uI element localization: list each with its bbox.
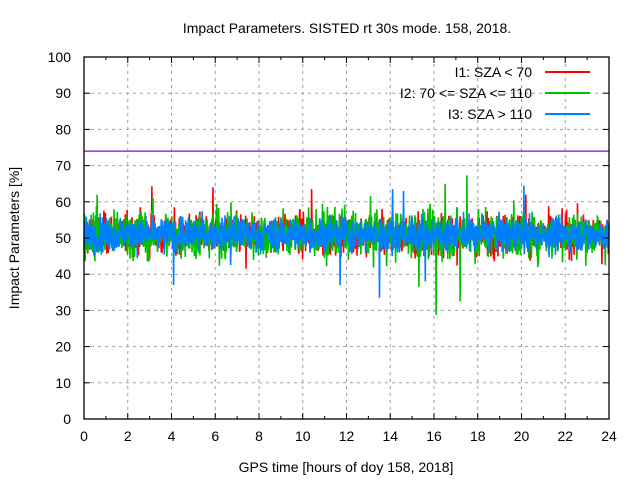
x-axis-label: GPS time [hours of doy 158, 2018] — [239, 459, 454, 475]
y-tick-label: 30 — [55, 302, 71, 318]
legend: I1: SZA < 70 I2: 70 <= SZA <= 110 I3: SZA … — [400, 64, 590, 122]
grid-lines — [84, 57, 609, 419]
x-tick-labels: 0 2 4 6 8 10 12 14 16 18 20 22 24 — [80, 428, 617, 444]
chart-title: Impact Parameters. SISTED rt 30s mode. 1… — [183, 20, 511, 36]
y-tick-label: 50 — [55, 230, 71, 246]
x-tick-label: 8 — [255, 428, 263, 444]
x-tick-label: 20 — [514, 428, 530, 444]
y-tick-label: 70 — [55, 158, 71, 174]
series-layer — [83, 175, 610, 315]
x-tick-label: 16 — [426, 428, 442, 444]
y-axis-label: Impact Parameters [%] — [6, 167, 22, 309]
x-tick-label: 0 — [80, 428, 88, 444]
y-tick-label: 60 — [55, 194, 71, 210]
y-tick-label: 100 — [48, 49, 72, 65]
x-tick-label: 2 — [124, 428, 132, 444]
x-tick-label: 4 — [168, 428, 176, 444]
legend-label-2: I2: 70 <= SZA <= 110 — [400, 85, 532, 101]
legend-label-1: I1: SZA < 70 — [455, 64, 533, 80]
series-line-3 — [83, 185, 610, 298]
y-tick-label: 10 — [55, 375, 71, 391]
x-tick-label: 6 — [211, 428, 219, 444]
x-tick-label: 24 — [601, 428, 617, 444]
y-tick-label: 40 — [55, 266, 71, 282]
y-tick-label: 80 — [55, 121, 71, 137]
x-tick-label: 10 — [295, 428, 311, 444]
y-tick-label: 90 — [55, 85, 71, 101]
x-tick-label: 14 — [382, 428, 398, 444]
y-tick-label: 0 — [63, 411, 71, 427]
y-tick-label: 20 — [55, 339, 71, 355]
y-tick-labels: 0 10 20 30 40 50 60 70 80 90 100 — [48, 49, 72, 427]
x-tick-label: 18 — [470, 428, 486, 444]
x-tick-label: 12 — [339, 428, 355, 444]
x-tick-label: 22 — [557, 428, 573, 444]
axis-ticks — [83, 56, 610, 420]
legend-label-3: I3: SZA > 110 — [448, 106, 532, 122]
